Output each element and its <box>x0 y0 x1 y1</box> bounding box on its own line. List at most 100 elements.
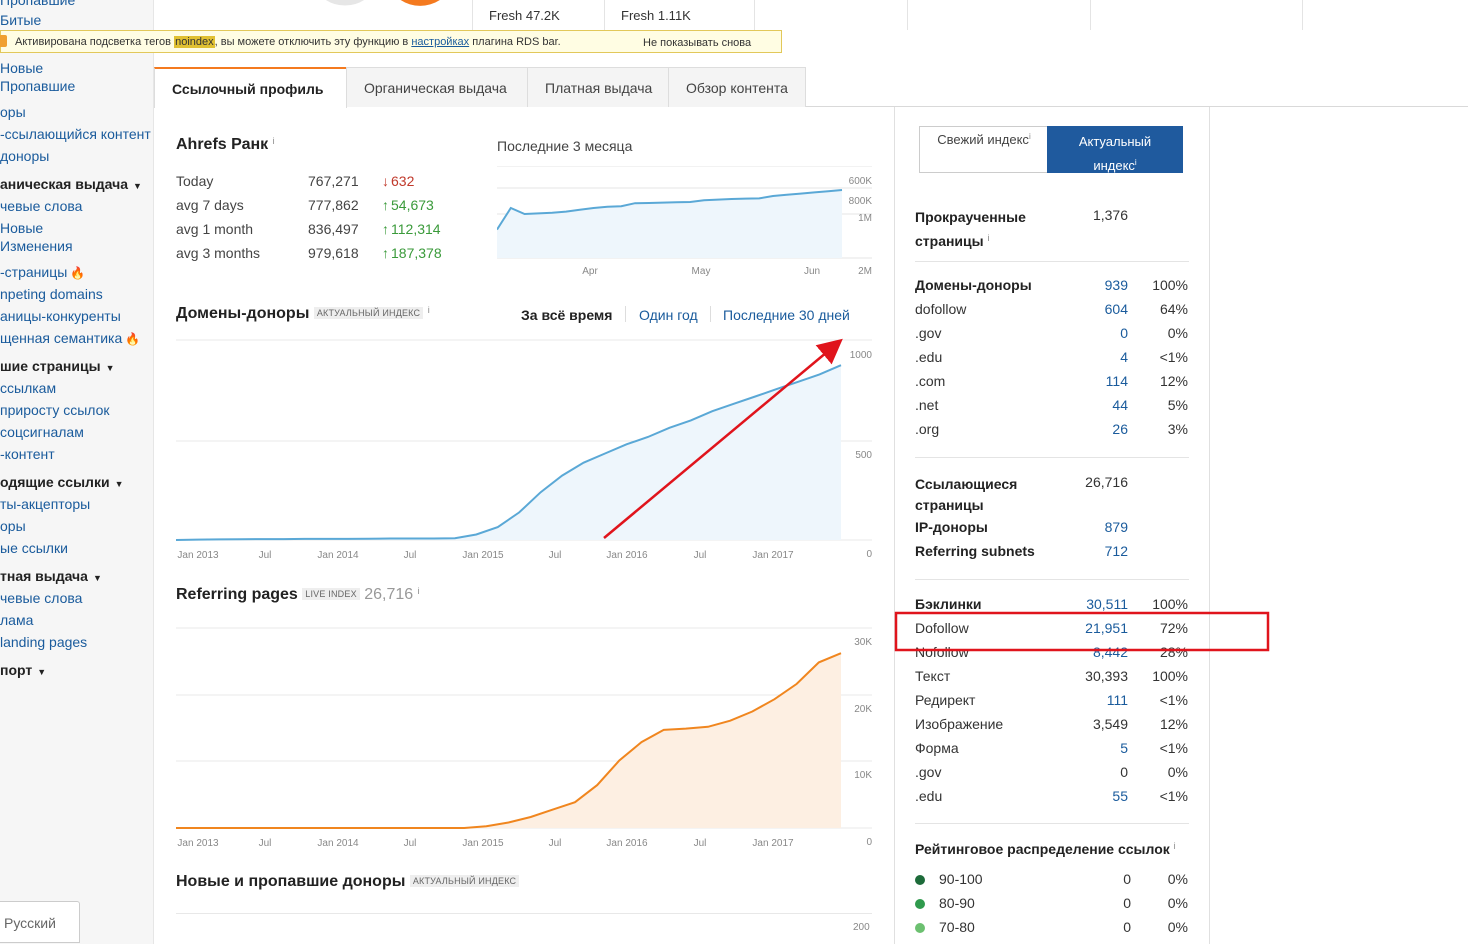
info-icon[interactable]: i <box>272 136 275 146</box>
sidebar-section-header[interactable]: тная выдача ▼ <box>0 568 102 584</box>
arrow-up-icon: ↑ <box>382 221 389 237</box>
sidebar-item[interactable]: ые ссылки <box>0 540 68 556</box>
rank-row-delta-value: 187,378 <box>391 245 442 261</box>
sidebar-item[interactable]: соцсигналам <box>0 424 84 440</box>
sidebar-item[interactable]: щенная семантика 🔥 <box>0 330 141 346</box>
tab-organic[interactable]: Органическая выдача <box>346 67 528 107</box>
sidebar-section-header[interactable]: одящие ссылки ▼ <box>0 474 124 490</box>
rank-title-text: Ahrefs Ранк <box>176 136 269 153</box>
sidebar-section-header[interactable]: аническая выдача ▼ <box>0 176 142 192</box>
tab-paid[interactable]: Платная выдача <box>527 67 669 107</box>
index-badge: АКТУАЛЬНЫЙ ИНДЕКС <box>409 875 520 887</box>
sidebar-item[interactable]: Пропавшие <box>0 0 76 8</box>
sidebar-item[interactable]: Пропавшие <box>0 78 76 94</box>
caret-down-icon: ▼ <box>133 181 142 191</box>
sidebar-item[interactable]: -страницы 🔥 <box>0 264 86 280</box>
stat-value[interactable]: 21,951 <box>1085 620 1128 636</box>
rank-row-label: Today <box>176 173 214 189</box>
language-selector[interactable]: Русский <box>0 901 80 943</box>
info-icon[interactable]: i <box>987 233 990 243</box>
sidebar-item[interactable]: чевые слова <box>0 590 83 606</box>
sidebar-item[interactable]: landing pages <box>0 634 88 650</box>
rank-row-value: 767,271 <box>308 173 359 189</box>
stat-label: Домены-доноры <box>915 277 1032 293</box>
stat-percent: <1% <box>1159 349 1188 365</box>
stat-value[interactable]: 939 <box>1104 277 1128 293</box>
sidebar-item[interactable]: Новые <box>0 220 44 236</box>
rating-label: 90-100 <box>939 871 983 887</box>
stat-value[interactable]: 0 <box>1120 325 1128 341</box>
separator <box>915 823 1189 824</box>
info-icon[interactable]: i <box>1173 841 1176 851</box>
refpages-title: Referring pages LIVE INDEX 26,716 i <box>176 586 420 604</box>
fresh-backlinks: Fresh 47.2K <box>489 8 560 23</box>
sidebar-item[interactable]: аницы-конкуренты <box>0 308 121 324</box>
actual-index-toggle[interactable]: Актуальный индексi <box>1047 126 1183 173</box>
info-icon[interactable]: i <box>427 305 430 315</box>
sidebar-item[interactable]: доноры <box>0 148 50 164</box>
separator <box>915 457 1189 458</box>
chart-xtick: Jul <box>694 550 707 561</box>
sidebar-item[interactable]: приросту ссылок <box>0 402 110 418</box>
chart-xtick: Jul <box>549 838 562 849</box>
stat-label: Nofollow <box>915 644 969 660</box>
stat-value[interactable]: 55 <box>1112 788 1128 804</box>
stat-value[interactable]: 111 <box>1106 692 1128 708</box>
minichart-ytick: 2M <box>858 266 872 277</box>
stats-column <box>894 107 1210 944</box>
stat-value[interactable]: 604 <box>1104 301 1128 317</box>
info-icon[interactable]: i <box>417 586 420 596</box>
stat-label: .com <box>915 373 946 389</box>
divider <box>625 306 626 322</box>
chart-xtick: Jan 2013 <box>177 550 219 561</box>
dismiss-notice-button[interactable]: Не показывать снова <box>643 37 752 49</box>
divider <box>907 0 908 30</box>
stat-value[interactable]: 8,442 <box>1092 644 1128 660</box>
period-all-time[interactable]: За всё время <box>521 307 613 323</box>
main-tabs: Ссылочный профиль Органическая выдача Пл… <box>154 67 1468 108</box>
stat-value[interactable]: 5 <box>1120 740 1128 756</box>
stat-value[interactable]: 44 <box>1112 397 1128 413</box>
divider <box>472 0 473 30</box>
chart-xtick: Jan 2015 <box>462 838 504 849</box>
chart-xtick: Jul <box>404 838 417 849</box>
period-30-days[interactable]: Последние 30 дней <box>723 307 850 323</box>
newlost-title: Новые и пропавшие доноры АКТУАЛЬНЫЙ ИНДЕ… <box>176 873 520 891</box>
info-icon: i <box>1134 158 1137 167</box>
sidebar-item[interactable]: ты-акцепторы <box>0 496 91 512</box>
tab-content[interactable]: Обзор контента <box>668 67 806 107</box>
sidebar-item[interactable]: Битые <box>0 12 42 28</box>
fire-icon: 🔥 <box>125 332 141 346</box>
subnets-value[interactable]: 712 <box>1104 543 1128 559</box>
sidebar-item[interactable]: -контент <box>0 446 55 462</box>
stat-value[interactable]: 30,511 <box>1086 596 1128 612</box>
sidebar-item[interactable]: чевые слова <box>0 198 83 214</box>
sidebar-item[interactable]: оры <box>0 104 26 120</box>
sidebar-item[interactable]: Изменения <box>0 238 73 254</box>
stat-value[interactable]: 114 <box>1105 373 1128 389</box>
caret-down-icon: ▼ <box>37 667 47 677</box>
settings-link[interactable]: настройках <box>411 36 470 48</box>
tab-link-profile[interactable]: Ссылочный профиль <box>154 67 347 108</box>
rating-value: 0 <box>1123 919 1131 935</box>
caret-down-icon: ▼ <box>105 363 115 373</box>
rating-dot-icon <box>915 923 925 933</box>
sidebar-item[interactable]: npeting domains <box>0 286 103 302</box>
sidebar-item[interactable]: ссылкам <box>0 380 57 396</box>
sidebar-item[interactable]: лама <box>0 612 34 628</box>
sidebar-section-header[interactable]: порт ▼ <box>0 662 47 678</box>
period-one-year[interactable]: Один год <box>639 307 698 323</box>
fresh-index-toggle[interactable]: Свежий индексi <box>919 126 1048 173</box>
stat-value[interactable]: 26 <box>1112 421 1128 437</box>
sidebar-item[interactable]: оры <box>0 518 26 534</box>
arrow-down-icon: ↓ <box>382 173 389 189</box>
sidebar-item[interactable]: Новые <box>0 60 44 76</box>
ip-donors-label: IP-доноры <box>915 519 988 535</box>
stat-percent: 28% <box>1159 644 1188 660</box>
sidebar-section-header[interactable]: шие страницы ▼ <box>0 358 115 374</box>
rank-row-delta-value: 112,314 <box>391 221 441 237</box>
sidebar-item[interactable]: -ссылающийся контент <box>0 126 151 142</box>
ip-donors-value[interactable]: 879 <box>1104 519 1128 535</box>
stat-value[interactable]: 4 <box>1120 349 1128 365</box>
caret-down-icon: ▼ <box>92 573 102 583</box>
